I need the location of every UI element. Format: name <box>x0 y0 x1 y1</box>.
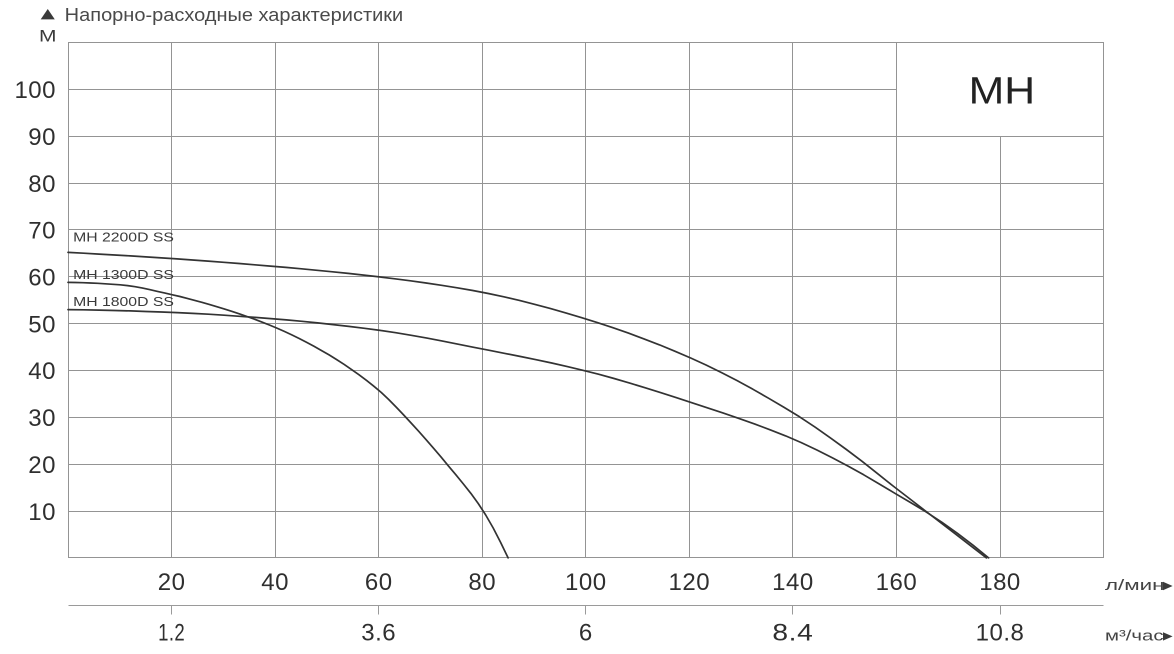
svg-text:90: 90 <box>28 124 56 151</box>
svg-text:180: 180 <box>979 569 1021 596</box>
svg-text:40: 40 <box>261 569 289 596</box>
svg-text:70: 70 <box>28 218 56 245</box>
svg-text:3.6: 3.6 <box>361 619 396 646</box>
svg-text:60: 60 <box>365 569 393 596</box>
svg-text:100: 100 <box>565 569 607 596</box>
svg-text:80: 80 <box>28 171 56 198</box>
svg-text:30: 30 <box>28 405 56 432</box>
svg-text:20: 20 <box>28 452 56 479</box>
svg-text:л/мин: л/мин <box>1105 577 1165 594</box>
svg-text:160: 160 <box>876 569 918 596</box>
svg-text:МН: МН <box>969 70 1035 112</box>
svg-text:МН 1300D SS: МН 1300D SS <box>73 267 174 282</box>
svg-text:120: 120 <box>669 569 711 596</box>
svg-text:140: 140 <box>772 569 814 596</box>
svg-text:60: 60 <box>28 265 56 292</box>
svg-text:8.4: 8.4 <box>772 619 813 646</box>
svg-text:50: 50 <box>28 311 56 338</box>
svg-text:М: М <box>39 26 57 45</box>
svg-text:10.8: 10.8 <box>976 619 1025 646</box>
svg-text:10: 10 <box>28 499 56 526</box>
svg-text:МН 1800D SS: МН 1800D SS <box>73 294 174 309</box>
svg-text:80: 80 <box>468 569 496 596</box>
svg-text:1.2: 1.2 <box>158 619 185 646</box>
svg-text:20: 20 <box>158 569 186 596</box>
svg-text:м³/час: м³/час <box>1105 627 1164 644</box>
svg-text:40: 40 <box>28 358 56 385</box>
svg-text:6: 6 <box>579 619 593 646</box>
svg-text:100: 100 <box>14 77 56 104</box>
svg-text:Напорно-расходные характеристи: Напорно-расходные характеристики <box>65 5 404 25</box>
svg-text:МН 2200D SS: МН 2200D SS <box>73 230 174 245</box>
